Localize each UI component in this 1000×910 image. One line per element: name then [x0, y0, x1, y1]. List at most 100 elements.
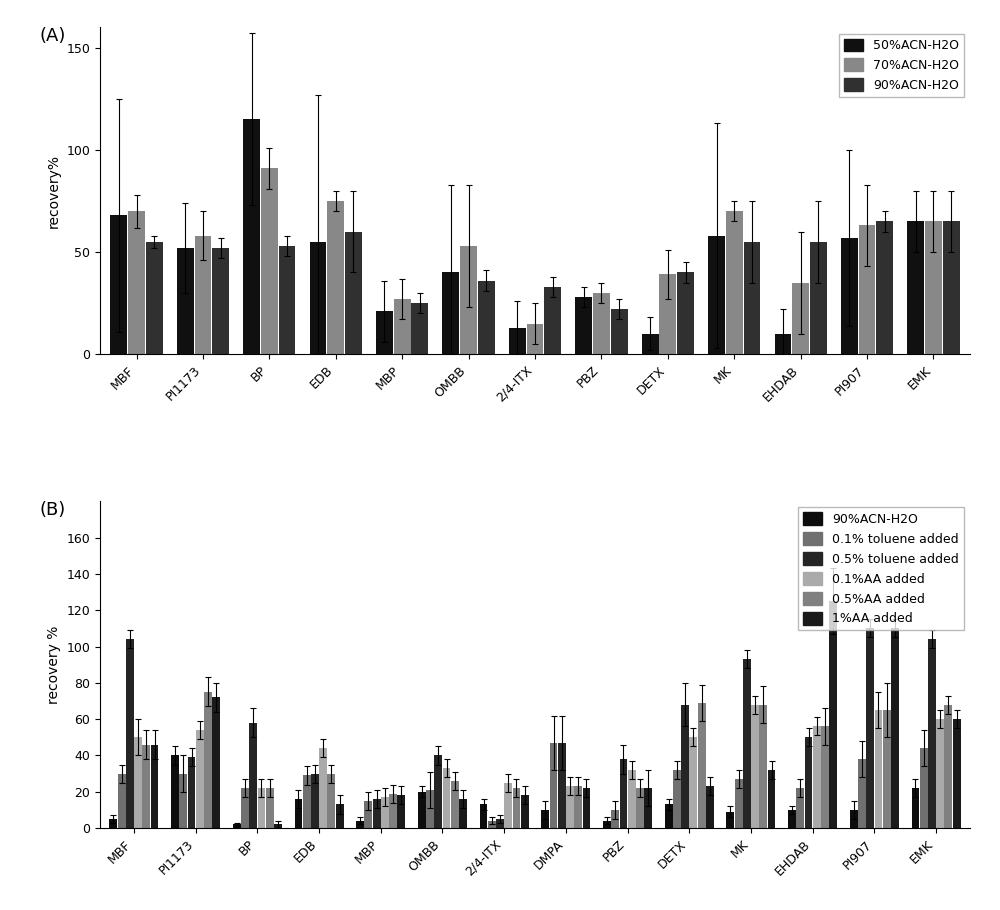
Bar — [110, 216, 127, 354]
Bar — [796, 788, 804, 828]
Bar — [394, 299, 411, 354]
Bar — [751, 704, 759, 828]
Bar — [451, 781, 459, 828]
Bar — [541, 810, 549, 828]
Bar — [109, 819, 117, 828]
Bar — [673, 770, 681, 828]
Bar — [665, 804, 673, 828]
Bar — [319, 748, 327, 828]
Bar — [875, 710, 882, 828]
Bar — [241, 788, 249, 828]
Bar — [376, 311, 393, 354]
Bar — [496, 819, 504, 828]
Bar — [196, 730, 204, 828]
Bar — [118, 774, 126, 828]
Bar — [258, 788, 265, 828]
Text: (A): (A) — [39, 27, 65, 46]
Bar — [810, 242, 827, 354]
Bar — [459, 799, 467, 828]
Bar — [943, 221, 960, 354]
Bar — [126, 639, 134, 828]
Bar — [274, 824, 282, 828]
Bar — [426, 790, 434, 828]
Bar — [708, 236, 725, 354]
Bar — [925, 221, 942, 354]
Bar — [373, 799, 381, 828]
Bar — [829, 602, 837, 828]
Bar — [279, 246, 295, 354]
Bar — [575, 297, 592, 354]
Bar — [593, 293, 610, 354]
Bar — [550, 743, 557, 828]
Bar — [744, 242, 760, 354]
Bar — [876, 221, 893, 354]
Bar — [689, 737, 697, 828]
Bar — [212, 248, 229, 354]
Bar — [743, 659, 751, 828]
Bar — [443, 768, 450, 828]
Bar — [775, 334, 791, 354]
Bar — [311, 774, 319, 828]
Bar — [381, 797, 389, 828]
Bar — [460, 246, 477, 354]
Bar — [859, 226, 875, 354]
Bar — [389, 794, 397, 828]
Bar — [574, 786, 582, 828]
Bar — [327, 201, 344, 354]
Bar — [295, 799, 302, 828]
Bar — [866, 628, 874, 828]
Bar — [171, 755, 179, 828]
Bar — [442, 272, 459, 354]
Bar — [603, 821, 611, 828]
Bar — [726, 812, 734, 828]
Bar — [936, 719, 944, 828]
Y-axis label: recovery %: recovery % — [47, 625, 61, 703]
Bar — [792, 283, 809, 354]
Bar — [521, 795, 529, 828]
Bar — [303, 775, 311, 828]
Bar — [513, 788, 520, 828]
Bar — [611, 810, 619, 828]
Bar — [544, 287, 561, 354]
Bar — [813, 726, 821, 828]
Bar — [151, 744, 158, 828]
Bar — [642, 334, 659, 354]
Bar — [566, 786, 574, 828]
Bar — [677, 272, 694, 354]
Bar — [134, 737, 142, 828]
Bar — [636, 788, 644, 828]
Legend: 90%ACN-H2O, 0.1% toluene added, 0.5% toluene added, 0.1%AA added, 0.5%AA added, : 90%ACN-H2O, 0.1% toluene added, 0.5% tol… — [798, 508, 964, 631]
Bar — [928, 639, 936, 828]
Bar — [628, 770, 636, 828]
Bar — [233, 824, 241, 828]
Bar — [912, 788, 919, 828]
Bar — [920, 748, 928, 828]
Bar — [759, 704, 767, 828]
Bar — [850, 810, 858, 828]
Y-axis label: recovery%: recovery% — [47, 154, 61, 228]
Bar — [243, 119, 260, 354]
Bar — [907, 221, 924, 354]
Bar — [327, 774, 335, 828]
Bar — [411, 303, 428, 354]
Bar — [659, 275, 676, 354]
Bar — [735, 779, 743, 828]
Bar — [488, 821, 496, 828]
Bar — [336, 804, 344, 828]
Bar — [681, 704, 689, 828]
Bar — [558, 743, 566, 828]
Bar — [644, 788, 652, 828]
Bar — [841, 238, 858, 354]
Bar — [480, 804, 487, 828]
Bar — [891, 628, 899, 828]
Bar — [821, 726, 829, 828]
Bar — [611, 309, 628, 354]
Bar — [858, 759, 866, 828]
Bar — [261, 168, 278, 354]
Bar — [397, 795, 405, 828]
Bar — [953, 719, 961, 828]
Bar — [249, 723, 257, 828]
Bar — [726, 211, 743, 354]
Bar — [356, 821, 364, 828]
Legend: 50%ACN-H2O, 70%ACN-H2O, 90%ACN-H2O: 50%ACN-H2O, 70%ACN-H2O, 90%ACN-H2O — [839, 34, 964, 97]
